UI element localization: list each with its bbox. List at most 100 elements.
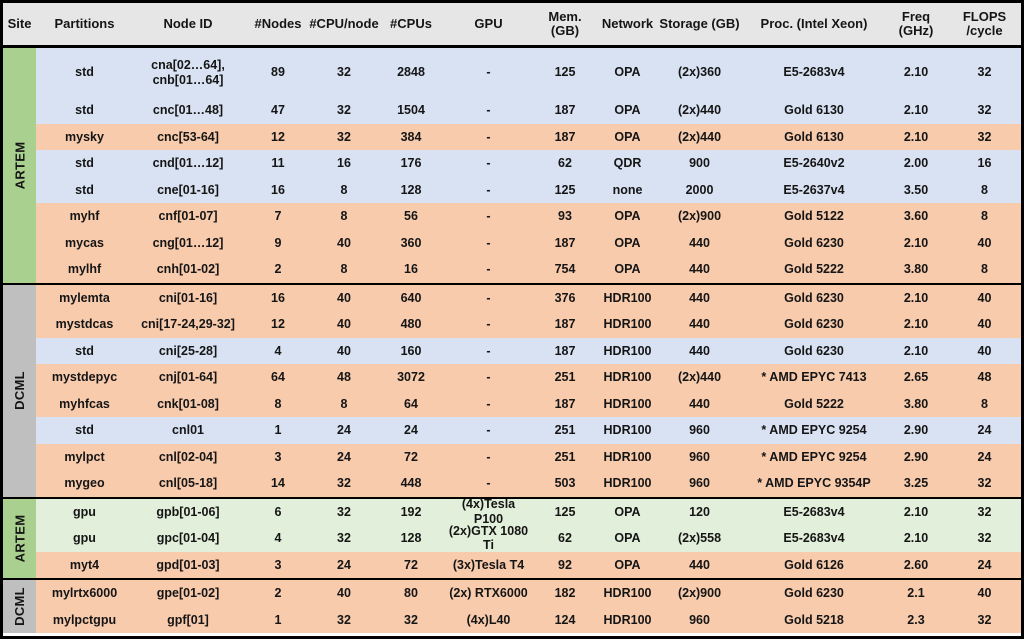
cell-nodes: 2 [274,586,282,601]
cell-node-id: gpc[01-04] [156,531,220,546]
table-row: mylemta cni[01-16] 16 40 640 - 376 HDR100 440 Gol… [36,284,1021,311]
cell-node-id: cne[01-16] [157,182,219,197]
table-row: mylhf cnh[01-02] 2 8 16 - 754 OPA 440 Gold 5222 3.… [36,256,1021,283]
cell-network: HDR100 [603,423,652,438]
column-header-nodes: #Nodes [254,15,302,31]
cell-partition: gpu [73,531,96,546]
site-label: DCML [12,587,27,626]
column-header-gpu: GPU [474,15,503,31]
cell-gpu: - [486,235,491,250]
cell-nodes: 3 [274,449,282,464]
cell-mem: 125 [554,182,576,197]
cell-cpus: 480 [400,317,422,332]
cell-processor: Gold 5122 [784,209,844,224]
column-header-mem: Mem. (GB) [548,8,582,38]
cell-nodes: 9 [274,235,282,250]
cell-cpu-per-node: 32 [337,504,351,519]
cell-gpu: (4x)L40 [466,612,511,627]
cell-mem: 187 [554,343,576,358]
cell-flops: 32 [977,612,992,627]
table-row: mygeo cnl[05-18] 14 32 448 - 503 HDR100 960 * AMD… [36,470,1021,497]
cell-partition: myt4 [69,557,100,572]
cell-flops: 32 [977,65,992,80]
cell-partition: std [75,65,94,80]
cell-cpus: 160 [400,343,422,358]
cell-nodes: 4 [274,343,282,358]
table-row: mylrtx6000 gpe[01-02] 2 40 80 (2x) RTX6000 182… [36,580,1021,607]
cell-gpu: - [486,182,491,197]
cell-flops: 8 [981,182,988,197]
cell-nodes: 12 [271,317,285,332]
site-label: ARTEM [12,141,27,190]
site-label: DCML [12,371,27,410]
cell-freq: 3.25 [903,476,929,491]
cell-nodes: 11 [271,156,285,171]
cell-partition: mylemta [59,290,110,305]
cell-freq: 2.10 [903,65,929,80]
table-row: mystdcas cni[17-24,29-32] 12 40 480 - 187 HDR10… [36,311,1021,338]
column-header-cpu-per-node: #CPU/node [309,15,379,31]
table-row: std cne[01-16] 16 8 128 - 125 none 2000 E5-2637v4… [36,176,1021,203]
cell-flops: 16 [977,156,992,171]
cell-mem: 251 [554,449,576,464]
cell-network: OPA [614,557,641,572]
cell-mem: 376 [554,290,576,305]
cell-nodes: 6 [274,504,282,519]
cell-flops: 40 [977,586,992,601]
cell-cpus: 3072 [397,370,425,385]
table-body: ARTEM std cna[02…64], cnb[01…64] 89 32 2848-1… [3,48,1021,636]
cell-network: OPA [614,103,641,118]
cell-cpus: 384 [400,129,422,144]
cell-gpu: (4x)Tesla P100 [461,497,516,526]
section-rows: mylrtx6000 gpe[01-02] 2 40 80 (2x) RTX6000 182… [36,580,1021,633]
cell-cpu-per-node: 48 [337,370,351,385]
cell-gpu: (3x)Tesla T4 [452,557,525,572]
cell-cpus: 192 [400,504,422,519]
cell-node-id: cnc[53-64] [157,129,219,144]
cell-cpus: 1504 [397,103,425,118]
cell-mem: 754 [554,262,576,277]
site-section-dcml-1: DCML mylemta cni[01-16] 16 40 640-376 HDR100 44… [3,284,1021,499]
cell-network: HDR100 [603,317,652,332]
cell-nodes: 1 [274,612,282,627]
cell-node-id: cng[01…12] [152,235,224,250]
table-row: mylpctgpu gpf[01] 1 32 32 (4x)L40 124 HDR100 960… [36,606,1021,633]
cell-network: OPA [614,235,641,250]
cell-gpu: (2x) RTX6000 [449,586,528,601]
cell-network: none [612,182,643,197]
cell-storage: 440 [689,317,710,332]
cell-gpu: - [486,290,491,305]
cell-gpu: - [486,343,491,358]
cell-network: HDR100 [603,476,652,491]
column-header-freq: Freq (GHz) [898,8,934,38]
cell-gpu: - [486,209,491,224]
cell-freq: 2.10 [903,317,929,332]
cell-mem: 124 [554,612,576,627]
cell-nodes: 12 [271,129,285,144]
cell-cpu-per-node: 40 [337,586,351,601]
column-header-site: Site [7,15,32,31]
cell-cpu-per-node: 40 [337,290,351,305]
cell-cpu-per-node: 8 [340,262,348,277]
cell-processor: Gold 6230 [784,317,844,332]
table-row: gpu gpc[01-04] 4 32 128 (2x)GTX 1080 Ti 62 OPA (… [36,524,1021,552]
cell-partition: std [75,343,94,358]
cell-processor: Gold 6230 [784,290,844,305]
cell-node-id: cnj[01-64] [158,370,218,385]
cell-flops: 32 [977,504,992,519]
cell-processor: Gold 6126 [784,557,844,572]
cell-freq: 2.65 [903,370,929,385]
cell-mem: 182 [554,586,576,601]
cell-processor: Gold 6230 [784,235,844,250]
cell-cpus: 448 [400,476,422,491]
cell-flops: 48 [977,370,992,385]
cell-freq: 2.10 [903,504,929,519]
column-header-flops: FLOPS /cycle [962,8,1007,38]
cell-nodes: 2 [274,262,282,277]
cell-node-id: cnl[02-04] [158,449,218,464]
cell-processor: * AMD EPYC 9254 [761,423,867,438]
cell-cpus: 72 [404,449,418,464]
cell-partition: std [75,103,94,118]
table-row: mysky cnc[53-64] 12 32 384 - 187 OPA (2x)440 Gold… [36,123,1021,150]
